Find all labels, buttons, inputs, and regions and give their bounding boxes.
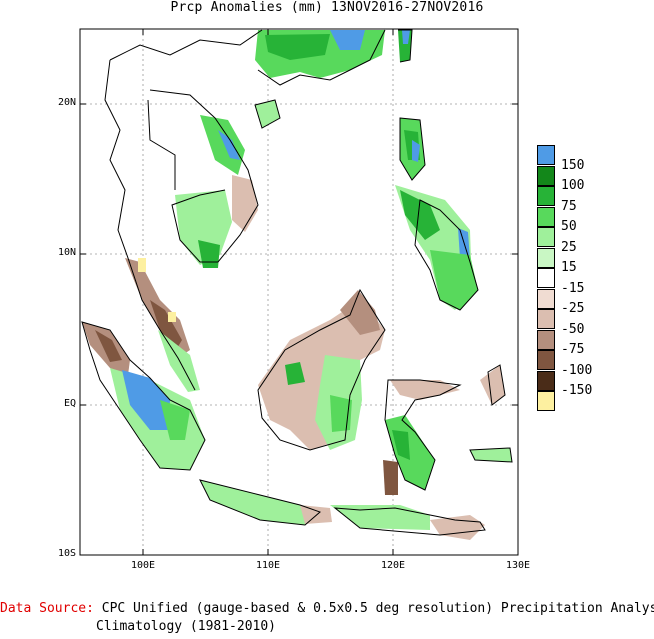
patch-borneo-brown	[258, 300, 385, 450]
patch-yellow-1	[138, 258, 146, 272]
patch-borneo-west	[285, 362, 305, 385]
legend-swatch	[537, 309, 555, 329]
data-source-text: CPC Unified (gauge-based & 0.5x0.5 deg r…	[101, 601, 654, 616]
legend-swatch	[537, 329, 555, 350]
legend-swatch	[537, 206, 555, 227]
patch-taiwan-blue	[402, 30, 410, 44]
x-tick-label: 110E	[255, 560, 281, 571]
patch-sulawesi-dark	[392, 430, 410, 460]
anomaly-patches	[82, 30, 512, 540]
legend-label: 50	[561, 219, 577, 234]
patch-sumatra-green2	[160, 400, 190, 440]
data-source-line: Data Source: CPC Unified (gauge-based & …	[0, 601, 654, 617]
climatology-text: Climatology (1981-2010)	[96, 619, 277, 634]
patch-sabah-brown	[340, 290, 380, 335]
axis-ticks	[80, 29, 518, 555]
legend-label: 25	[561, 239, 577, 255]
x-tick-label: 120E	[380, 560, 406, 571]
patch-visayas-dark	[400, 190, 440, 240]
data-source-label: Data Source:	[0, 601, 94, 616]
patch-java-brown	[300, 505, 332, 524]
legend-label: -75	[561, 342, 585, 357]
climatology-line: Climatology (1981-2010)	[96, 619, 276, 635]
legend-swatch	[537, 227, 555, 247]
coastlines	[81, 29, 513, 536]
y-tick-label: 20N	[57, 97, 76, 108]
patch-yellow-2	[168, 312, 176, 322]
patch-sulawesi-brown-s	[383, 460, 398, 495]
legend-swatch	[537, 145, 555, 165]
patch-mekong	[198, 240, 220, 268]
legend-swatch	[537, 165, 555, 186]
patch-banda	[470, 448, 512, 462]
legend-label: -15	[561, 280, 585, 296]
legend-label: 150	[561, 157, 585, 173]
patch-sumatra-dark	[95, 330, 122, 362]
patch-sulawesi-brown-n	[390, 380, 460, 400]
legend-label: 15	[561, 260, 577, 275]
patch-peninsula-green	[158, 330, 200, 392]
legend-swatch	[537, 268, 555, 288]
patch-vietnam-blue	[218, 130, 240, 160]
patch-moluccas	[480, 365, 505, 405]
patch-java	[200, 480, 320, 525]
legend-swatch	[537, 186, 555, 206]
legend-label: -50	[561, 321, 585, 337]
legend-swatch	[537, 370, 555, 391]
patch-south-china-dark	[265, 34, 330, 60]
patch-mindanao	[430, 250, 478, 310]
patch-vietnam-north	[200, 115, 245, 175]
y-tick-label: 10S	[57, 548, 76, 559]
legend-swatch	[537, 288, 555, 309]
patch-sumatra-blue	[122, 370, 170, 430]
legend-label: 100	[561, 178, 585, 193]
patch-south-china-blue	[330, 30, 365, 50]
patch-borneo-green2	[330, 395, 352, 432]
legend-swatch	[537, 391, 555, 411]
map-title: Prcp Anomalies (mm) 13NOV2016-27NOV2016	[170, 0, 484, 15]
x-tick-label: 100E	[130, 560, 156, 571]
patch-vietnam-brown	[232, 175, 258, 232]
y-tick-label: 10N	[57, 247, 76, 258]
x-tick-label: 130E	[505, 560, 531, 571]
legend-label: -100	[561, 362, 593, 378]
patch-peninsula-dark	[150, 300, 182, 350]
legend-swatch	[537, 350, 555, 370]
patch-luzon-blue	[412, 140, 420, 162]
legend-swatch	[537, 247, 555, 268]
y-tick-label: EQ	[63, 398, 76, 409]
legend-label: 75	[561, 198, 577, 214]
legend-label: -150	[561, 383, 593, 398]
legend-label: -25	[561, 301, 585, 316]
